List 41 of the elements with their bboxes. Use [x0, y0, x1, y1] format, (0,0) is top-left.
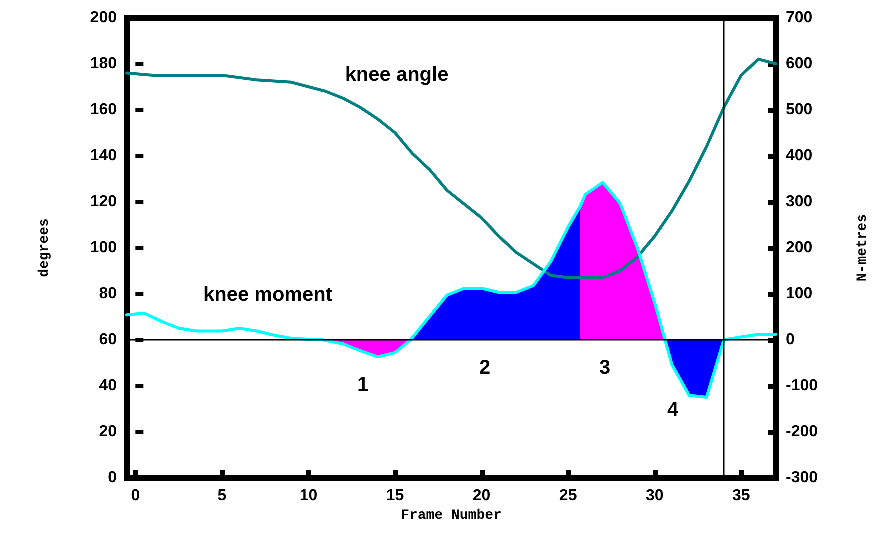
x-tick-label: 30	[646, 488, 664, 504]
y-tick-label: 180	[90, 56, 118, 72]
annotation: 4	[667, 399, 680, 421]
y-tick-label: 160	[90, 102, 118, 118]
x-tick-label: 35	[732, 488, 750, 504]
y2-tick-label: 400	[786, 148, 813, 164]
x-tick-label: 15	[386, 488, 404, 504]
line-series	[126, 181, 778, 399]
y-tick-label: 80	[99, 286, 118, 302]
annotation: knee moment	[204, 284, 333, 306]
y-tick-label: 60	[99, 332, 118, 348]
y-tick-label: 0	[108, 470, 118, 486]
line-series	[126, 58, 778, 280]
annotation: 2	[479, 357, 491, 379]
y2-tick-label: -300	[786, 470, 818, 486]
y-tick-label: 20	[99, 424, 118, 440]
y2-tick-label: 100	[786, 286, 813, 302]
x-tick-label: 5	[218, 488, 227, 504]
x-tick-label: 0	[131, 488, 140, 504]
x-tick-label: 25	[559, 488, 578, 504]
y2-tick-label: 600	[786, 56, 813, 72]
y-axis-title: degrees	[37, 218, 53, 278]
y-tick-label: 200	[90, 10, 118, 26]
y2-tick-label: 200	[786, 240, 813, 256]
y-tick-label: 40	[99, 378, 118, 394]
y2-tick-label: 500	[786, 102, 813, 118]
y-tick-label: 140	[90, 148, 118, 164]
y2-tick-label: -200	[786, 424, 818, 440]
y2-tick-label: 0	[786, 332, 795, 348]
x-tick-label: 10	[300, 488, 318, 504]
annotation: 1	[357, 374, 369, 396]
y2-tick-label: -100	[786, 378, 818, 394]
y2-tick-label: 300	[786, 194, 813, 210]
y-tick-label: 120	[90, 194, 118, 210]
y-tick-label: 100	[90, 240, 118, 256]
annotation: knee angle	[345, 64, 449, 86]
x-tick-label: 20	[472, 488, 491, 504]
y2-tick-label: 700	[786, 10, 813, 26]
annotation: 3	[599, 357, 611, 379]
x-axis-title: Frame Number	[401, 508, 502, 524]
y2-axis-title: N-metres	[855, 214, 871, 282]
